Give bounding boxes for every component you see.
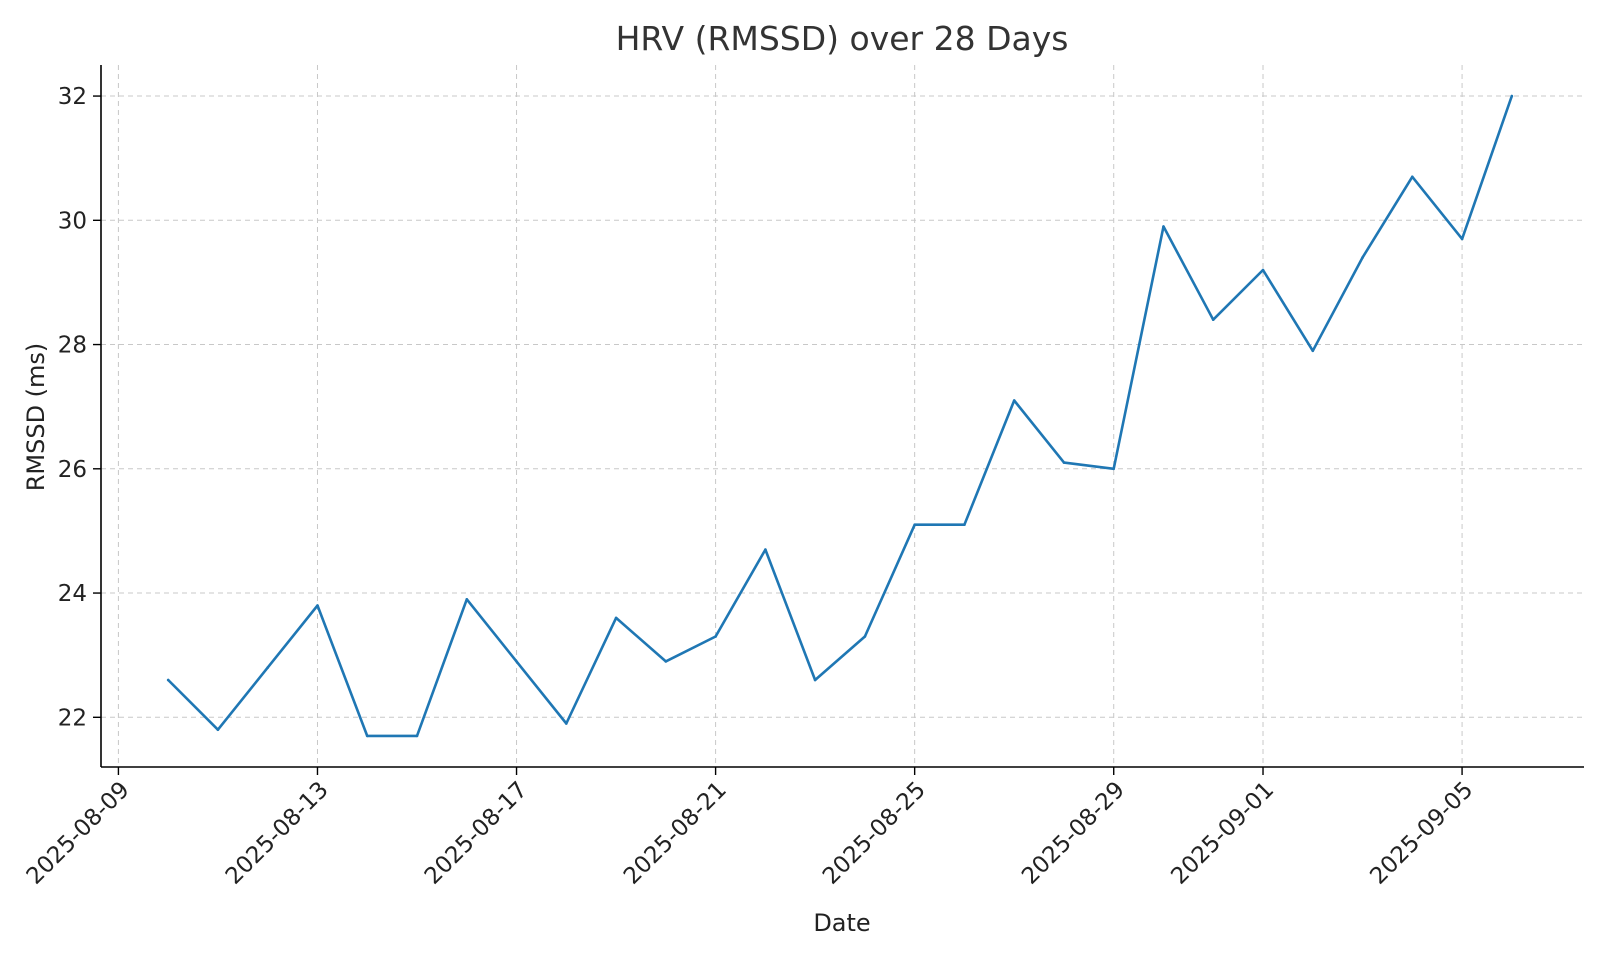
y-tick-label: 32 <box>58 84 87 110</box>
y-tick-label: 22 <box>58 705 87 731</box>
data-point <box>963 523 966 526</box>
data-point <box>1112 467 1115 471</box>
data-point <box>863 635 867 638</box>
x-tick-label: 2025-08-13 <box>221 777 334 890</box>
data-point <box>415 734 419 738</box>
x-tick-label: 2025-08-21 <box>619 777 732 890</box>
y-axis-label: RMSSD (ms) <box>22 343 50 492</box>
data-point <box>764 548 767 551</box>
data-point <box>515 660 518 663</box>
x-tick-label: 2025-08-09 <box>22 777 135 890</box>
x-tick-label: 2025-09-01 <box>1166 777 1279 890</box>
data-point <box>1261 268 1265 272</box>
data-point <box>614 616 618 620</box>
axes <box>100 65 1584 768</box>
data-point <box>1460 237 1464 241</box>
x-axis-label: Date <box>813 909 870 937</box>
y-ticks: 22 24 26 28 30 32 <box>58 84 101 731</box>
grid-lines <box>101 65 1584 767</box>
x-tick-label: 2025-08-25 <box>818 777 931 890</box>
data-point <box>565 722 568 725</box>
series-layer <box>166 94 1514 738</box>
data-point <box>365 734 369 738</box>
data-point <box>813 678 817 682</box>
data-point <box>1162 225 1165 228</box>
x-tick-label: 2025-08-29 <box>1017 777 1130 890</box>
series-line <box>166 94 1514 738</box>
data-point <box>913 523 916 526</box>
y-tick-label: 30 <box>58 208 87 234</box>
data-point <box>266 666 270 669</box>
data-point <box>1411 175 1414 179</box>
data-point <box>465 598 469 601</box>
data-point <box>1211 318 1215 322</box>
y-tick-label: 24 <box>58 581 87 607</box>
data-point <box>216 728 220 731</box>
x-tick-label: 2025-09-05 <box>1365 777 1478 890</box>
chart-title: HRV (RMSSD) over 28 Days <box>616 19 1069 58</box>
data-point <box>316 604 319 607</box>
x-tick-label: 2025-08-17 <box>420 777 533 890</box>
data-point <box>1510 94 1514 98</box>
y-tick-label: 28 <box>58 333 87 359</box>
data-point <box>714 635 717 638</box>
x-ticks: 2025-08-09 2025-08-13 2025-08-17 2025-08-21… <box>22 767 1478 890</box>
data-point <box>1311 349 1315 353</box>
data-point <box>166 678 170 682</box>
data-point <box>664 660 668 663</box>
data-point <box>1012 399 1016 402</box>
data-point <box>1361 256 1364 259</box>
data-point <box>1062 461 1066 464</box>
y-tick-label: 26 <box>58 457 87 483</box>
